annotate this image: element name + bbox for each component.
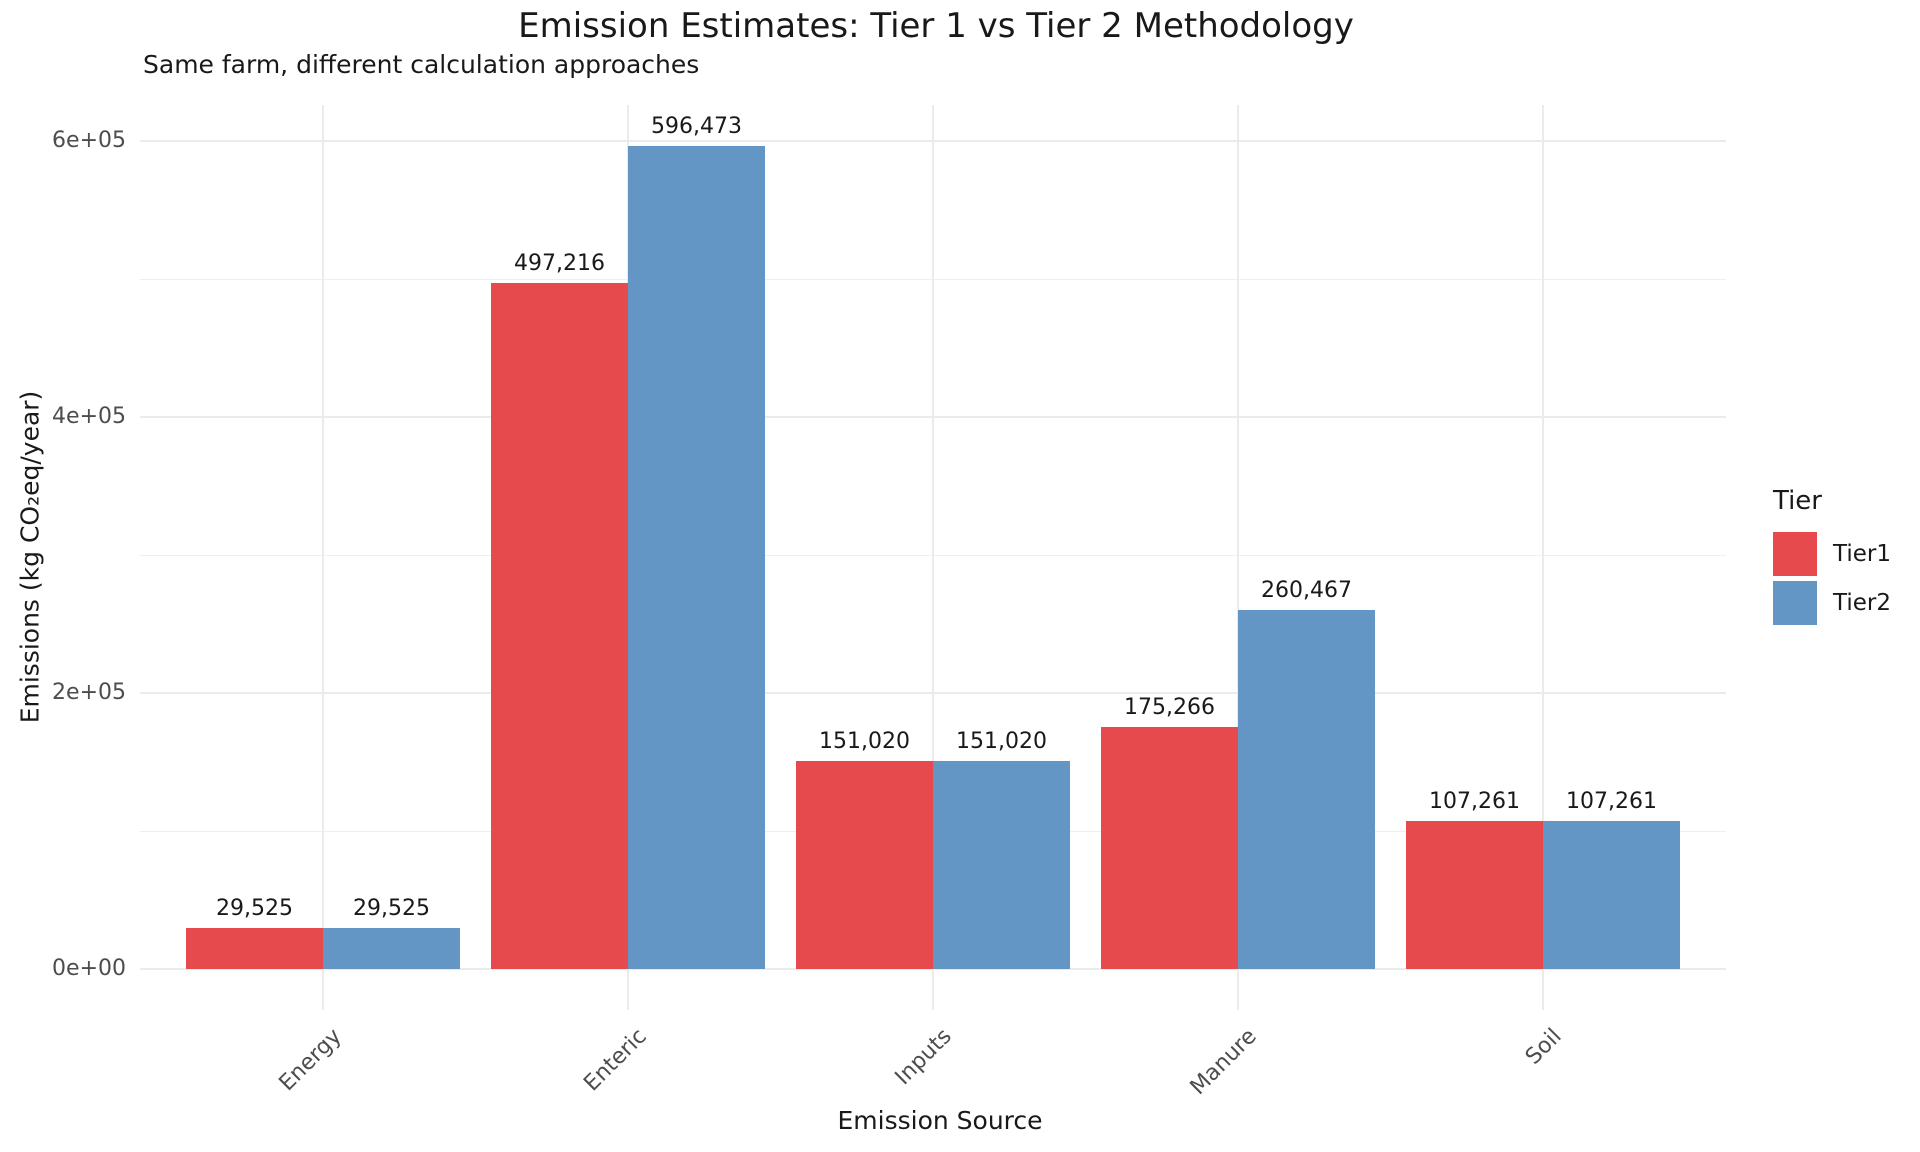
bar-value-label: 107,261 <box>1566 788 1657 814</box>
category-gridline <box>932 105 934 1010</box>
bar-value-label: 497,216 <box>514 250 605 276</box>
legend: Tier Tier1 Tier2 <box>1773 486 1891 630</box>
legend-item-tier2: Tier2 <box>1773 581 1891 625</box>
x-tick-label: Energy <box>274 1024 347 1097</box>
bar-value-label: 29,525 <box>353 896 430 922</box>
plot-panel: 29,525 29,525 497,216 596,473 151,020 151,020… <box>140 105 1726 1010</box>
legend-title: Tier <box>1773 486 1822 516</box>
legend-label-tier2: Tier2 <box>1833 590 1891 616</box>
bar-tier1-manure <box>1101 727 1238 969</box>
y-axis-title: Emissions (kg CO₂eq/year) <box>15 390 45 724</box>
bar-tier2-energy <box>323 928 460 969</box>
y-tick-label: 0e+00 <box>52 956 126 981</box>
legend-label-tier1: Tier1 <box>1833 541 1891 567</box>
bar-tier2-manure <box>1238 609 1375 969</box>
category-gridline <box>1237 105 1239 1010</box>
bar-tier2-soil <box>1543 820 1680 969</box>
bar-tier2-enteric <box>628 145 765 969</box>
bar-tier1-energy <box>186 928 323 969</box>
legend-items: Tier1 Tier2 <box>1773 532 1891 625</box>
bar-value-label: 260,467 <box>1261 577 1352 603</box>
category-gridline <box>1542 105 1544 1010</box>
bar-tier1-inputs <box>796 760 933 969</box>
chart-title: Emission Estimates: Tier 1 vs Tier 2 Met… <box>518 6 1354 46</box>
x-tick-label: Manure <box>1185 1024 1262 1100</box>
bar-value-label: 596,473 <box>651 113 742 139</box>
bar-value-label: 29,525 <box>216 896 293 922</box>
x-tick-label: Soil <box>1520 1024 1567 1070</box>
bar-value-label: 175,266 <box>1124 695 1215 721</box>
y-tick-label: 4e+05 <box>52 404 126 429</box>
bar-tier2-inputs <box>933 760 1070 969</box>
bar-value-label: 151,020 <box>956 728 1047 754</box>
bar-value-label: 107,261 <box>1429 788 1520 814</box>
bar-tier1-soil <box>1406 820 1543 969</box>
x-axis-title: Emission Source <box>837 1106 1043 1135</box>
bar-tier1-enteric <box>491 282 628 969</box>
legend-swatch-tier1 <box>1773 532 1817 576</box>
chart-subtitle: Same farm, different calculation approac… <box>143 50 700 79</box>
y-tick-label: 6e+05 <box>52 128 126 153</box>
bar-value-label: 151,020 <box>819 728 910 754</box>
y-tick-label: 2e+05 <box>52 680 126 705</box>
legend-swatch-tier2 <box>1773 581 1817 625</box>
legend-item-tier1: Tier1 <box>1773 532 1891 576</box>
x-tick-label: Enteric <box>579 1024 652 1097</box>
category-gridline <box>322 105 324 1010</box>
